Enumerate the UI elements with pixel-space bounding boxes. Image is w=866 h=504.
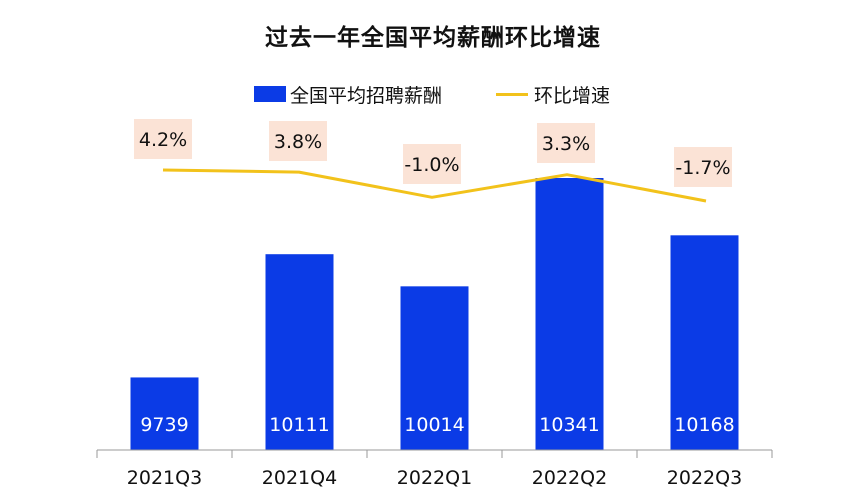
x-tick-label: 2021Q3 [127, 467, 202, 489]
growth-value-label: -1.0% [404, 154, 459, 176]
bar-value-label: 10014 [404, 414, 464, 436]
legend: 全国平均招聘薪酬 环比增速 [0, 80, 866, 108]
growth-value-label: 4.2% [139, 129, 187, 151]
legend-bar-swatch [254, 86, 286, 102]
x-tick-label: 2022Q1 [397, 467, 472, 489]
growth-value-label: 3.3% [542, 133, 590, 155]
growth-label-bg [134, 119, 192, 159]
bar [400, 286, 469, 450]
bar-value-label: 10168 [674, 414, 734, 436]
growth-label-bg [537, 123, 595, 163]
bar [670, 235, 739, 450]
legend-label-salary: 全国平均招聘薪酬 [290, 84, 443, 107]
growth-label-bg [403, 144, 461, 184]
chart-title: 过去一年全国平均薪酬环比增速 [265, 25, 601, 51]
bar-value-label: 9739 [140, 414, 188, 436]
legend-label-growth: 环比增速 [534, 84, 611, 107]
bar-value-label: 10111 [269, 414, 329, 436]
bar [130, 377, 199, 450]
growth-value-label: -1.7% [675, 157, 730, 179]
x-tick-label: 2022Q2 [532, 467, 607, 489]
growth-label-bg [674, 147, 732, 187]
x-tick-label: 2021Q4 [262, 467, 337, 489]
legend-item-growth: 环比增速 [496, 80, 610, 108]
growth-label-bg [269, 121, 327, 161]
bar [265, 254, 334, 450]
bar [535, 178, 604, 450]
growth-line [162, 168, 707, 203]
bar-value-label: 10341 [539, 414, 599, 436]
growth-value-label: 3.8% [274, 131, 322, 153]
legend-line-swatch [496, 92, 528, 96]
x-tick-label: 2022Q3 [667, 467, 742, 489]
legend-item-salary: 全国平均招聘薪酬 [254, 80, 442, 108]
